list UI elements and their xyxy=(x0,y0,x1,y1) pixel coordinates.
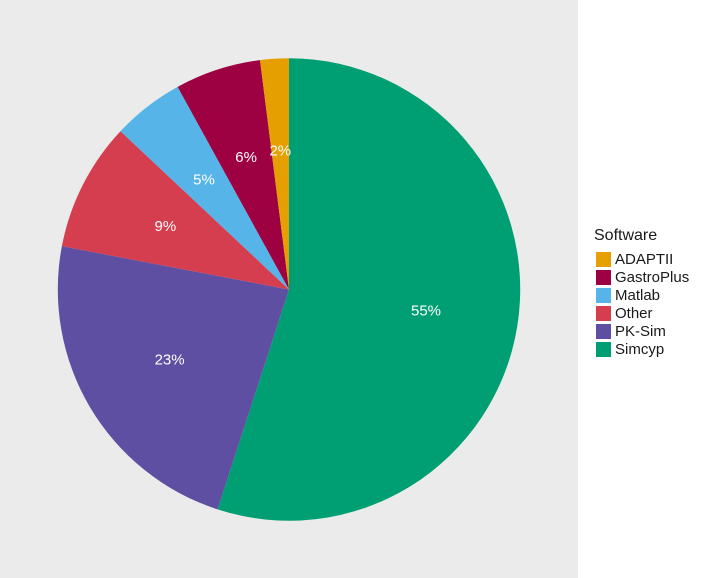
legend-label-gastroplus: GastroPlus xyxy=(615,269,689,286)
pie-labels: 55% 23% 9% 5% 6% 2% xyxy=(155,143,441,369)
slice-label-gastroplus: 6% xyxy=(235,149,257,166)
slice-label-adaptii: 2% xyxy=(269,143,291,160)
pie-slice-pk-sim xyxy=(57,246,289,510)
legend-key-gastroplus xyxy=(596,270,611,285)
legend-key-simcyp xyxy=(596,342,611,357)
legend-label-simcyp: Simcyp xyxy=(615,341,664,358)
legend-label-pk-sim: PK-Sim xyxy=(615,323,666,340)
legend-label-other: Other xyxy=(615,305,653,322)
legend-label-matlab: Matlab xyxy=(615,287,660,304)
slice-label-other: 9% xyxy=(155,218,177,235)
slice-label-pk-sim: 23% xyxy=(155,352,185,369)
pie-slice-adaptii xyxy=(260,58,289,290)
pie-slice-matlab xyxy=(120,86,289,290)
legend-key-adaptii xyxy=(596,252,611,267)
legend: Software ADAPTIIGastroPlusMatlabOtherPK-… xyxy=(594,227,689,358)
legend-key-matlab xyxy=(596,288,611,303)
pie-slice-other xyxy=(61,131,289,290)
slice-label-matlab: 5% xyxy=(193,171,215,188)
pie-slice-gastroplus xyxy=(177,60,289,290)
legend-key-other xyxy=(596,306,611,321)
pie-slices xyxy=(57,58,521,521)
legend-title: Software xyxy=(594,227,657,244)
slice-label-simcyp: 55% xyxy=(411,303,441,320)
legend-label-adaptii: ADAPTII xyxy=(615,251,673,268)
legend-key-pk-sim xyxy=(596,324,611,339)
pie-slice-simcyp xyxy=(217,58,521,521)
